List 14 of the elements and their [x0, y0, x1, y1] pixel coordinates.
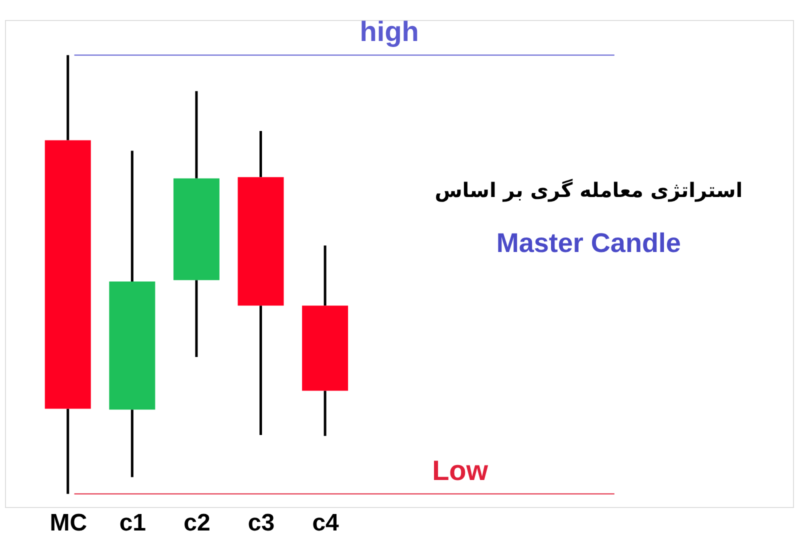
candlestick	[173, 90, 220, 358]
candlestick	[238, 130, 284, 436]
x-tick-label: MC	[50, 510, 88, 536]
text: Master Candle	[496, 228, 681, 258]
text: استراتژی معامله گری بر اساس	[434, 178, 743, 202]
ref-line-label: high	[360, 16, 419, 48]
candlestick	[109, 149, 156, 478]
candlestick	[44, 54, 91, 496]
x-tick-label: c2	[184, 510, 210, 536]
ref-line-label: Low	[432, 454, 488, 486]
x-tick-label: c3	[248, 510, 275, 536]
x-tick-label: c4	[312, 510, 340, 536]
x-tick-label: c1	[119, 510, 146, 536]
candlestick	[302, 244, 348, 438]
